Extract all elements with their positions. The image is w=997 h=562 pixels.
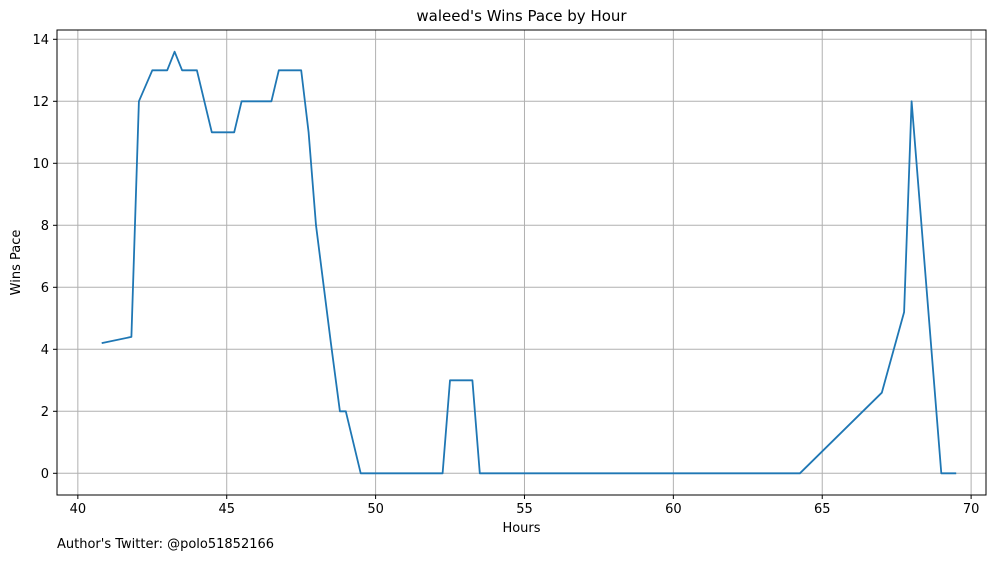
y-tick-label: 2 <box>41 405 49 420</box>
y-tick-label: 4 <box>41 343 49 358</box>
x-axis-label: Hours <box>502 521 540 536</box>
x-tick-label: 70 <box>963 502 980 517</box>
grid-lines <box>57 30 986 495</box>
line-chart: 40 45 50 55 60 65 70 0 2 4 6 8 10 12 14 waleed's Wins … <box>9 7 987 536</box>
plot-frame <box>56 29 987 496</box>
x-tick-label: 50 <box>367 502 384 517</box>
x-tick-label: 55 <box>516 502 533 517</box>
y-tick-label: 6 <box>41 281 49 296</box>
x-tick-label: 65 <box>814 502 831 517</box>
y-tick-label: 10 <box>32 157 49 172</box>
y-axis-label: Wins Pace <box>9 230 24 296</box>
y-tick-label: 0 <box>41 467 49 482</box>
x-tick-label: 40 <box>70 502 87 517</box>
y-tick-label: 8 <box>41 219 49 234</box>
chart-title: waleed's Wins Pace by Hour <box>416 7 627 25</box>
x-tick-label: 60 <box>665 502 682 517</box>
author-credit: Author's Twitter: @polo51852166 <box>57 537 275 552</box>
series-line <box>101 50 957 475</box>
axis-ticks: 40 45 50 55 60 65 70 0 2 4 6 8 10 12 14 <box>32 33 979 517</box>
x-tick-label: 45 <box>218 502 235 517</box>
y-tick-label: 12 <box>32 95 49 110</box>
y-tick-label: 14 <box>32 33 49 48</box>
